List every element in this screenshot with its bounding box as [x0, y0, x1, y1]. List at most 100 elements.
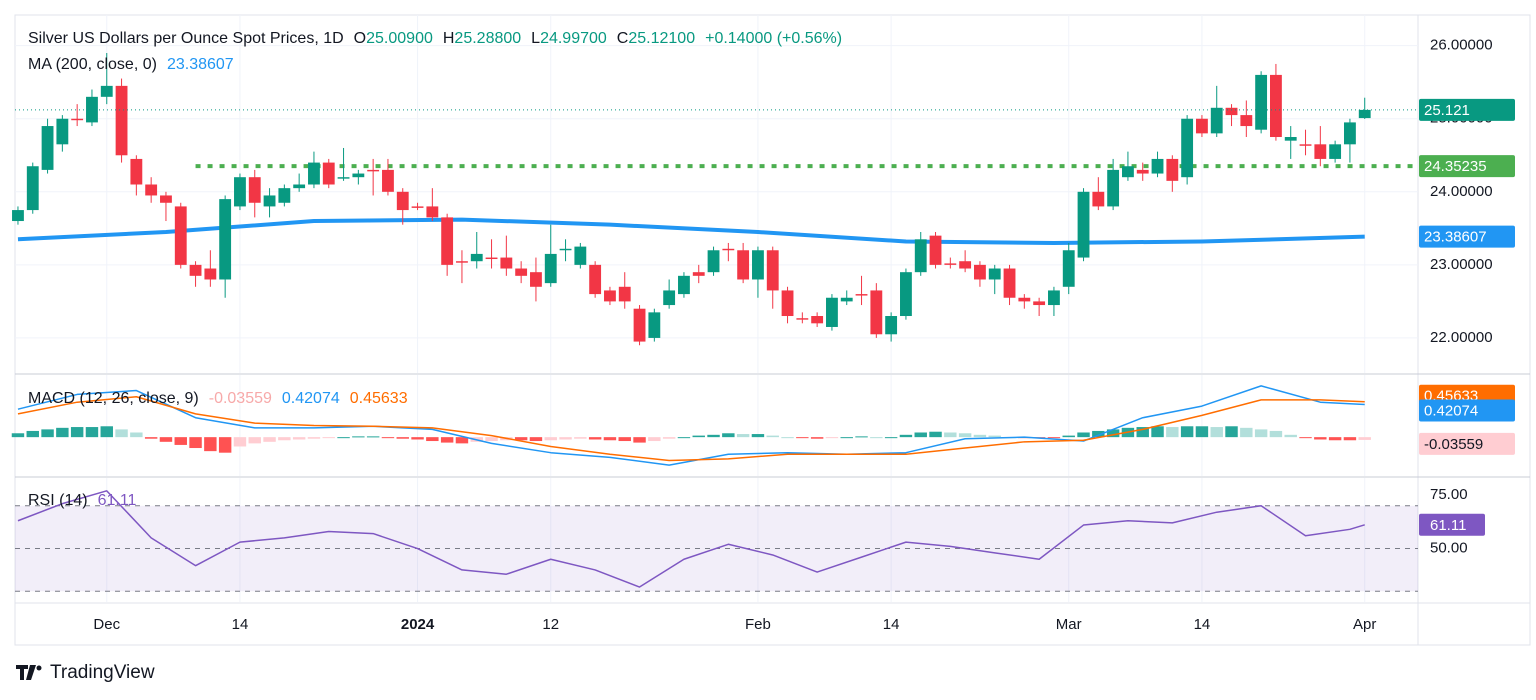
candle-body	[1284, 137, 1297, 141]
candle-body	[322, 162, 335, 185]
candle-body	[840, 297, 853, 302]
candle-body	[855, 294, 868, 296]
histogram-bar	[677, 437, 691, 439]
histogram-bar	[825, 437, 839, 439]
candle-body	[396, 191, 409, 211]
candle-body	[174, 206, 187, 265]
histogram-bar	[1328, 437, 1342, 441]
candle-body	[515, 268, 528, 276]
x-tick-label: Dec	[93, 616, 120, 633]
histogram-bar	[884, 437, 898, 439]
histogram-bar	[514, 437, 528, 441]
histogram-bar	[529, 437, 543, 442]
candle-body	[544, 253, 557, 284]
histogram-bar	[411, 437, 424, 440]
candle-body	[826, 297, 838, 327]
histogram-bar	[159, 437, 173, 442]
candle-body	[959, 261, 972, 269]
candle-body	[692, 272, 705, 276]
y-tick-label: 75.00	[1430, 486, 1468, 503]
candle-body	[367, 169, 380, 172]
candle-body	[308, 162, 320, 185]
price-badge-label: 0.42074	[1424, 402, 1478, 419]
candle-body	[1344, 122, 1356, 145]
histogram-bar	[85, 427, 99, 438]
histogram-bar	[692, 435, 705, 438]
histogram-bar	[722, 433, 735, 438]
x-tick-label: Apr	[1353, 616, 1376, 633]
histogram-bar	[1240, 427, 1253, 438]
candle-body	[1255, 74, 1268, 130]
candle-body	[707, 250, 720, 273]
price-badge-label: 23.38607	[1424, 229, 1487, 246]
histogram-bar	[396, 437, 409, 439]
macd-title: MACD (12, 26, close, 9)	[28, 390, 199, 407]
candle-body	[130, 158, 143, 185]
candle-body	[26, 166, 39, 211]
ma-legend: MA (200, close, 0) 23.38607	[28, 56, 234, 74]
histogram-bar	[307, 437, 321, 439]
candle-body	[929, 235, 942, 265]
candle-body	[500, 257, 513, 269]
histogram-bar	[189, 437, 202, 449]
candle-body	[559, 248, 572, 251]
histogram-bar	[1166, 427, 1179, 438]
histogram-bar	[292, 437, 306, 440]
candle-body	[160, 195, 172, 203]
histogram-bar	[544, 437, 557, 441]
y-tick-label: 50.00	[1430, 540, 1468, 557]
histogram-bar	[1195, 426, 1209, 438]
histogram-bar	[944, 432, 957, 438]
candle-body	[781, 290, 794, 317]
histogram-bar	[337, 437, 350, 439]
histogram-bar	[766, 435, 779, 438]
histogram-bar	[929, 431, 942, 438]
ohlc: L24.99700	[531, 30, 607, 48]
histogram-bar	[973, 434, 987, 438]
histogram-bar	[1254, 429, 1268, 438]
hist-value: -0.03559	[208, 390, 272, 407]
candle-body	[1358, 109, 1371, 119]
brand: TradingView	[50, 662, 155, 683]
candle-body	[737, 250, 750, 280]
ohlc: O25.00900	[354, 30, 433, 48]
candle-body	[589, 264, 602, 295]
candle-body	[811, 316, 824, 324]
candle-body	[1166, 158, 1179, 181]
candle-body	[234, 177, 246, 207]
histogram-bar	[218, 437, 232, 453]
histogram-bar	[1284, 434, 1297, 438]
histogram-bar	[455, 437, 469, 444]
legend-value: 25.28800	[454, 30, 522, 47]
candle-body	[470, 253, 483, 262]
price-badge	[1419, 225, 1515, 248]
histogram-bar	[115, 429, 128, 438]
candle-body	[115, 85, 128, 156]
histogram-bar	[707, 434, 720, 438]
candle-body	[441, 217, 454, 265]
candle-body	[633, 308, 646, 342]
price-badge	[1419, 399, 1515, 422]
candle-body	[1329, 144, 1342, 159]
histogram-bar	[736, 434, 750, 438]
histogram-bar	[248, 437, 261, 444]
rsi-legend: RSI (14) 61.11	[28, 492, 136, 510]
main-legend: Silver US Dollars per Ounce Spot Prices,…	[28, 30, 842, 48]
candle-body	[1003, 268, 1016, 298]
candle-body	[766, 250, 779, 291]
legend-label: C	[616, 30, 629, 47]
logo-dot	[36, 665, 42, 671]
change: +0.14000 (+0.56%)	[705, 30, 843, 47]
histogram-bar	[204, 437, 217, 452]
histogram-bar	[1358, 437, 1371, 440]
candle-body	[663, 290, 676, 306]
histogram-bar	[796, 437, 809, 439]
legend-label: H	[442, 30, 455, 47]
candle-body	[293, 184, 306, 189]
histogram-bar	[1062, 435, 1075, 438]
rsi-line	[17, 490, 1365, 588]
candle-body	[1196, 118, 1208, 134]
candle-body	[1210, 107, 1223, 134]
candle-body	[988, 268, 1001, 280]
